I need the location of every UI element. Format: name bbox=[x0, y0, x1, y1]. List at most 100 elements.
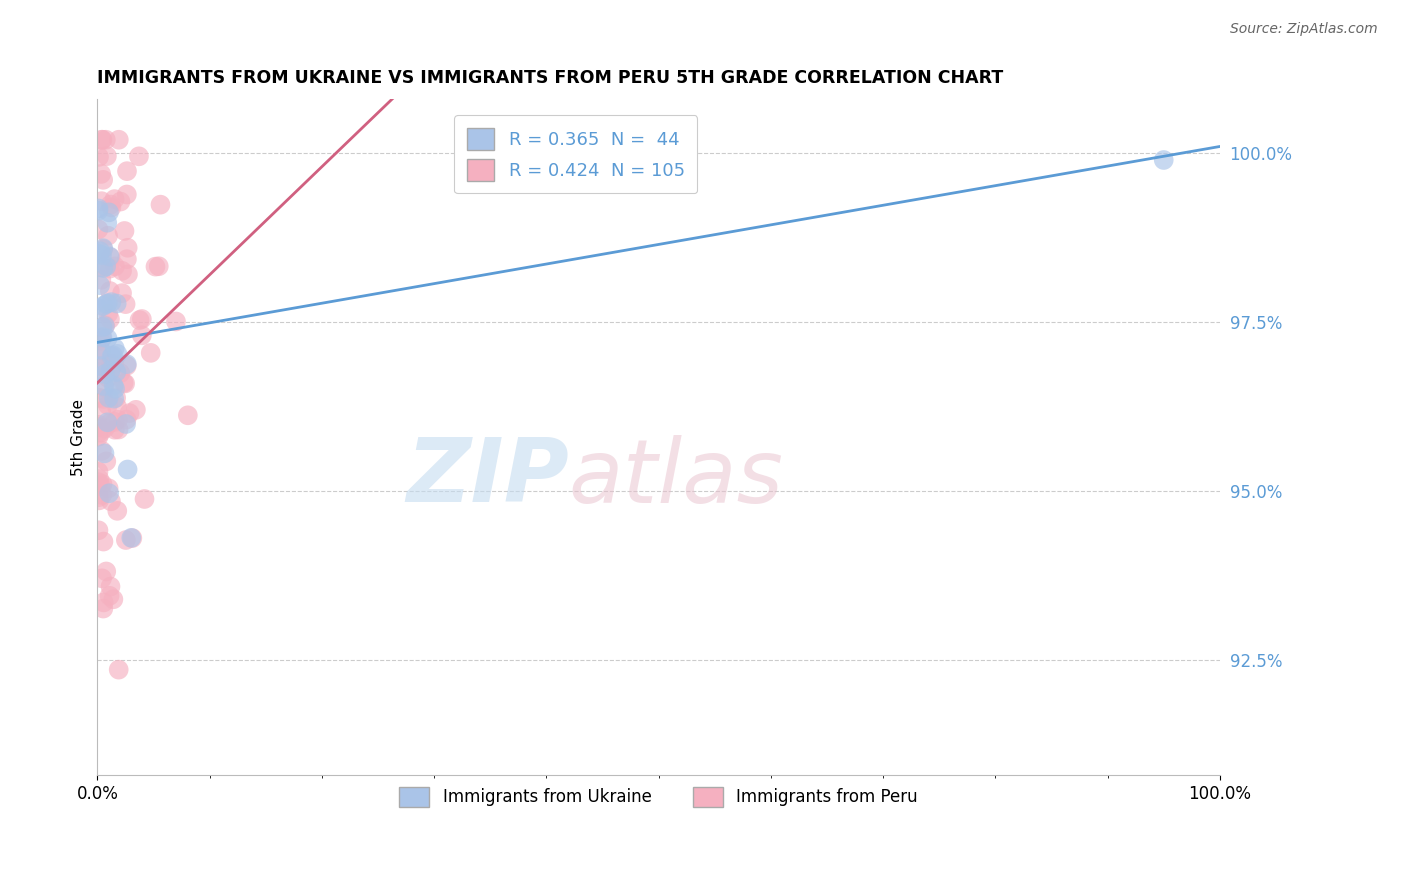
Point bbox=[100, 580, 122, 594]
Point bbox=[125, 402, 148, 417]
Point bbox=[96, 565, 118, 579]
Point bbox=[91, 241, 114, 255]
Point bbox=[94, 361, 117, 376]
Point bbox=[110, 366, 132, 380]
Point bbox=[145, 260, 167, 274]
Point bbox=[89, 260, 111, 275]
Point bbox=[128, 313, 150, 327]
Point bbox=[90, 443, 112, 458]
Point bbox=[104, 382, 127, 396]
Point bbox=[89, 365, 111, 379]
Point bbox=[177, 409, 200, 423]
Point bbox=[165, 314, 187, 328]
Point bbox=[90, 167, 112, 181]
Point bbox=[89, 244, 111, 259]
Point bbox=[91, 477, 114, 491]
Point bbox=[101, 348, 124, 362]
Point bbox=[91, 133, 114, 147]
Point bbox=[98, 261, 121, 276]
Point bbox=[105, 391, 128, 405]
Text: Source: ZipAtlas.com: Source: ZipAtlas.com bbox=[1230, 22, 1378, 37]
Point bbox=[103, 378, 125, 392]
Point bbox=[100, 357, 122, 371]
Point bbox=[87, 523, 110, 537]
Point bbox=[87, 490, 110, 504]
Point bbox=[96, 454, 118, 468]
Point bbox=[87, 465, 110, 479]
Point bbox=[117, 268, 139, 282]
Legend: Immigrants from Ukraine, Immigrants from Peru: Immigrants from Ukraine, Immigrants from… bbox=[392, 780, 925, 814]
Point bbox=[114, 376, 136, 391]
Point bbox=[120, 531, 142, 545]
Point bbox=[107, 347, 129, 361]
Point bbox=[104, 415, 127, 429]
Point bbox=[87, 247, 110, 261]
Point bbox=[87, 150, 110, 164]
Text: ZIP: ZIP bbox=[406, 434, 569, 521]
Point bbox=[91, 242, 114, 256]
Point bbox=[115, 417, 138, 431]
Point bbox=[97, 296, 120, 310]
Point bbox=[117, 462, 139, 476]
Point bbox=[100, 295, 122, 310]
Point bbox=[94, 133, 117, 147]
Point bbox=[115, 533, 138, 547]
Point bbox=[96, 415, 118, 429]
Text: atlas: atlas bbox=[569, 434, 783, 521]
Point bbox=[100, 363, 122, 377]
Point bbox=[112, 376, 135, 390]
Point bbox=[115, 252, 138, 267]
Point bbox=[94, 318, 117, 333]
Point bbox=[100, 350, 122, 364]
Point bbox=[91, 601, 114, 615]
Point bbox=[98, 284, 121, 298]
Point bbox=[89, 472, 111, 486]
Point bbox=[91, 320, 114, 334]
Point bbox=[93, 379, 115, 393]
Point bbox=[105, 365, 128, 379]
Point bbox=[134, 491, 156, 506]
Point bbox=[100, 251, 122, 265]
Point bbox=[111, 264, 134, 278]
Point bbox=[98, 486, 121, 500]
Point bbox=[87, 222, 110, 236]
Point bbox=[105, 400, 128, 414]
Point bbox=[94, 260, 117, 274]
Point bbox=[115, 412, 138, 426]
Point bbox=[93, 446, 115, 460]
Point bbox=[100, 197, 122, 211]
Point bbox=[91, 571, 114, 585]
Point bbox=[114, 297, 136, 311]
Point bbox=[104, 260, 127, 274]
Point bbox=[93, 595, 115, 609]
Point bbox=[105, 296, 128, 310]
Point bbox=[103, 192, 125, 206]
Point bbox=[98, 250, 121, 264]
Point bbox=[89, 425, 111, 440]
Point bbox=[118, 406, 141, 420]
Point bbox=[97, 391, 120, 405]
Point bbox=[97, 481, 120, 495]
Point bbox=[97, 331, 120, 345]
Point bbox=[121, 531, 143, 545]
Point bbox=[93, 421, 115, 435]
Point bbox=[91, 299, 114, 313]
Point bbox=[108, 133, 131, 147]
Point bbox=[98, 312, 121, 326]
Point bbox=[104, 341, 127, 355]
Point bbox=[117, 241, 139, 255]
Point bbox=[107, 413, 129, 427]
Point bbox=[90, 331, 112, 345]
Point bbox=[89, 479, 111, 493]
Point bbox=[87, 429, 110, 443]
Point bbox=[90, 344, 112, 359]
Point bbox=[103, 592, 125, 607]
Point bbox=[107, 663, 129, 677]
Point bbox=[87, 425, 110, 439]
Point bbox=[89, 278, 111, 293]
Point bbox=[97, 307, 120, 321]
Point bbox=[90, 194, 112, 209]
Point bbox=[97, 370, 120, 384]
Point bbox=[87, 203, 110, 218]
Point bbox=[148, 259, 170, 273]
